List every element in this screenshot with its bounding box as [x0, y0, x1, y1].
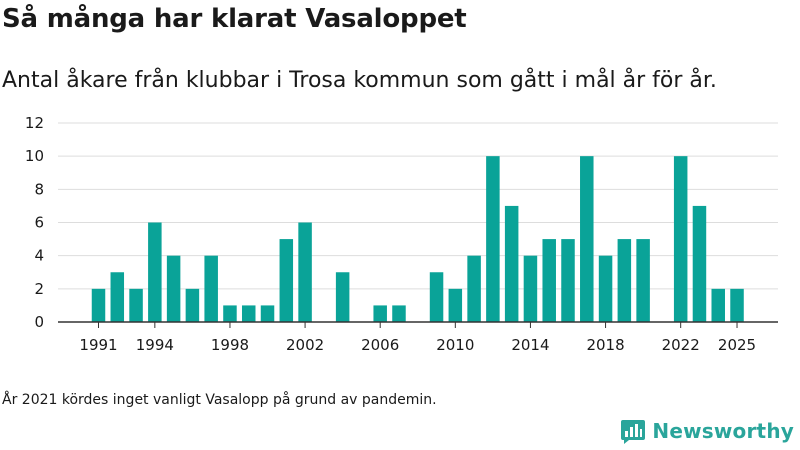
bar-1992 — [110, 272, 125, 322]
bars — [91, 156, 744, 322]
bar-2022 — [673, 156, 688, 322]
x-tick-label: 2002 — [286, 336, 324, 354]
bar-2013 — [504, 205, 519, 322]
bar-2025 — [730, 288, 744, 322]
grid-lines — [58, 122, 778, 290]
bar-2017 — [580, 156, 594, 322]
bar-1997 — [204, 255, 218, 322]
bar-2015 — [542, 239, 556, 322]
bar-2019 — [617, 239, 632, 322]
y-tick-label: 12 — [25, 114, 44, 132]
chart-title: Så många har klarat Vasaloppet — [2, 4, 467, 34]
x-tick-label: 1994 — [136, 336, 174, 354]
bar-2002 — [298, 222, 312, 322]
chart-subtitle: Antal åkare från klubbar i Trosa kommun … — [2, 68, 717, 93]
bar-2014 — [523, 255, 538, 322]
bar-2009 — [429, 272, 444, 322]
bar-1999 — [241, 305, 256, 322]
bar-2006 — [373, 305, 387, 322]
x-tick-label: 2010 — [436, 336, 474, 354]
bar-1996 — [185, 288, 200, 322]
x-axis-ticks: 1991 1994 1998 2002 2006 2010 2014 2018 2022 2025 — [79, 322, 756, 354]
y-tick-label: 6 — [34, 214, 44, 232]
bar-2001 — [279, 239, 294, 322]
bar-1998 — [223, 305, 237, 322]
bar-chart: 0 2 4 6 8 10 12 1991 1994 1998 2002 2006 2010 2014 20… — [25, 114, 778, 354]
x-tick-label: 2018 — [586, 336, 624, 354]
bar-2000 — [260, 305, 275, 322]
y-tick-label: 2 — [34, 280, 44, 298]
x-tick-label: 2014 — [511, 336, 549, 354]
bar-2010 — [448, 288, 463, 322]
y-tick-label: 8 — [34, 180, 44, 198]
bar-1993 — [129, 288, 143, 322]
bar-2023 — [692, 205, 707, 322]
footnote: År 2021 kördes inget vanligt Vasalopp på… — [2, 392, 437, 408]
y-tick-label: 4 — [34, 247, 44, 265]
newsworthy-logo-icon — [621, 420, 646, 444]
x-tick-label: 1998 — [211, 336, 249, 354]
bar-2016 — [561, 239, 575, 322]
bar-1991 — [91, 288, 106, 322]
x-tick-label: 1991 — [79, 336, 117, 354]
bar-2012 — [486, 156, 500, 322]
brand-logo: Newsworthy — [620, 418, 794, 444]
bar-2020 — [636, 239, 650, 322]
bar-1995 — [166, 255, 181, 322]
y-tick-label: 10 — [25, 147, 44, 165]
brand-name: Newsworthy — [652, 419, 794, 443]
bar-2007 — [392, 305, 406, 322]
bar-2011 — [467, 255, 481, 322]
y-tick-label: 0 — [34, 313, 44, 331]
x-tick-label: 2022 — [662, 336, 700, 354]
bar-2024 — [711, 288, 725, 322]
bar-1994 — [148, 222, 162, 322]
x-tick-label: 2006 — [361, 336, 399, 354]
x-tick-label: 2025 — [718, 336, 756, 354]
bar-2004 — [335, 272, 350, 322]
bar-2018 — [598, 255, 613, 322]
y-axis-ticks: 0 2 4 6 8 10 12 — [25, 114, 44, 331]
